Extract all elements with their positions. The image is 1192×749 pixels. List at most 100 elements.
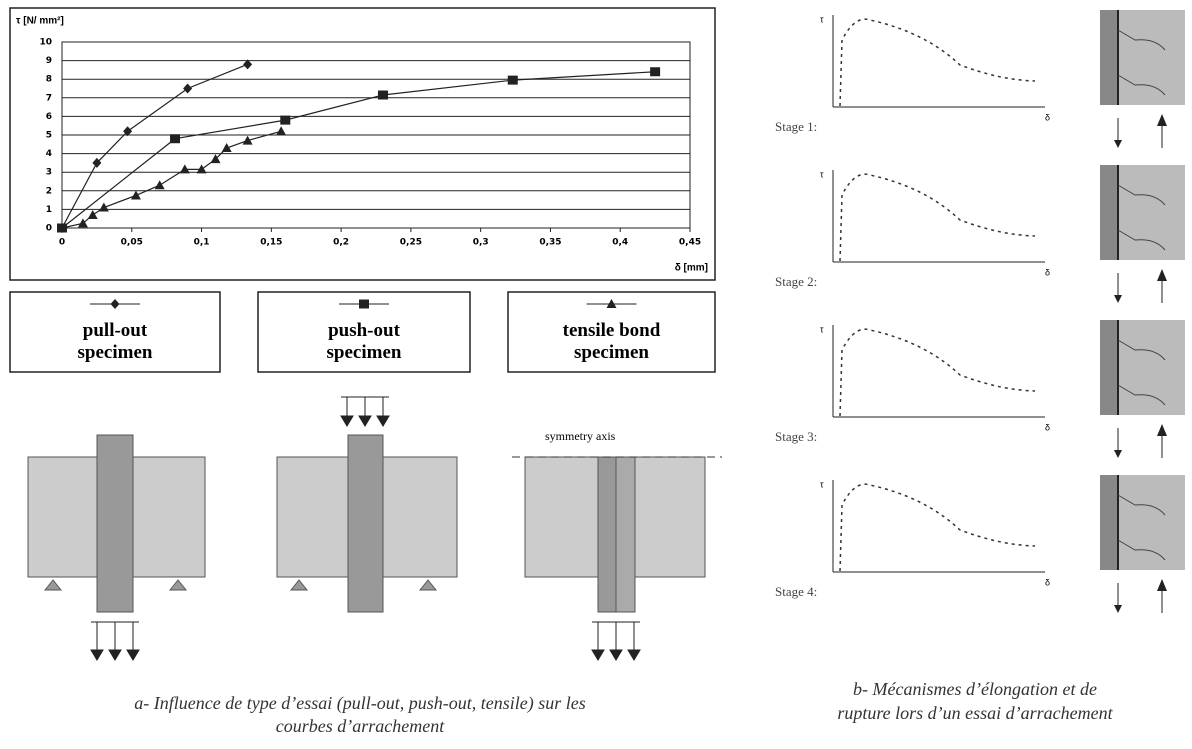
arrow-head xyxy=(591,649,605,661)
symmetry-label: symmetry axis xyxy=(545,429,616,443)
setup-diagrams xyxy=(27,434,722,613)
x-axis-label: δ [mm] xyxy=(675,263,708,274)
caption-b: rupture lors d’un essai d’arrachement xyxy=(837,703,1113,723)
marker xyxy=(210,154,221,164)
y-tick-label: 4 xyxy=(46,149,52,159)
marker xyxy=(110,299,120,309)
marker xyxy=(123,126,133,137)
stage-icon xyxy=(1100,320,1118,415)
y-tick-label: 5 xyxy=(46,131,52,141)
x-tick-label: 0,15 xyxy=(260,238,282,248)
marker xyxy=(179,164,190,174)
stage-icon xyxy=(1100,165,1118,260)
arrow-head xyxy=(1157,579,1167,591)
arrow-head xyxy=(108,649,122,661)
y-tick-label: 6 xyxy=(46,112,52,122)
stage-label: Stage 1: xyxy=(775,119,817,134)
marker xyxy=(183,83,193,94)
stage-icon xyxy=(1117,339,1166,406)
legend-label: pull-out specimen xyxy=(78,320,153,363)
marker xyxy=(507,75,518,85)
marker xyxy=(98,202,109,212)
series-line xyxy=(61,71,656,229)
marker xyxy=(130,190,141,200)
caption-a: a- Influence de type d’essai (pull-out, … xyxy=(134,693,585,714)
series-line xyxy=(61,130,282,229)
marker xyxy=(606,299,617,308)
arrow-head xyxy=(1157,424,1167,436)
y-tick-label: 7 xyxy=(46,93,52,103)
x-tick-label: 0,1 xyxy=(194,238,210,248)
stage-label: Stage 2: xyxy=(775,274,817,289)
arrow-head xyxy=(376,415,390,427)
x-tick-label: 0,3 xyxy=(473,238,489,248)
x-tick-label: 0,45 xyxy=(679,238,701,248)
arrow-head xyxy=(1114,295,1122,303)
arrow-head xyxy=(358,415,372,427)
stage-curve xyxy=(839,18,1036,107)
marker xyxy=(87,209,98,219)
stage-y-axis: τ xyxy=(820,479,824,489)
marker xyxy=(243,59,253,70)
arrow-head xyxy=(1114,450,1122,458)
caption-b: b- Mécanismes d’élongation et de xyxy=(853,679,1097,699)
arrow-head xyxy=(1157,269,1167,281)
arrow-head xyxy=(609,649,623,661)
x-tick-label: 0 xyxy=(59,238,65,248)
y-tick-label: 9 xyxy=(46,56,52,66)
y-tick-label: 0 xyxy=(46,224,52,234)
stage-label: Stage 3: xyxy=(775,429,817,444)
stage-curve xyxy=(839,328,1036,417)
marker xyxy=(242,135,253,145)
x-tick-label: 0,2 xyxy=(333,238,349,248)
arrow-head xyxy=(1114,140,1122,148)
y-tick-label: 1 xyxy=(46,205,52,215)
marker xyxy=(92,157,102,168)
stage-curve xyxy=(839,483,1036,572)
arrow-head xyxy=(1157,114,1167,126)
plot-area xyxy=(61,41,691,229)
arrow-head xyxy=(340,415,354,427)
stage-y-axis: τ xyxy=(820,169,824,179)
stage-x-axis: δ xyxy=(1045,267,1050,277)
arrow-head xyxy=(90,649,104,661)
marker xyxy=(377,90,388,100)
y-axis-label: τ [N/ mm²] xyxy=(16,16,64,27)
y-tick-label: 2 xyxy=(46,186,52,196)
x-tick-label: 0,35 xyxy=(539,238,561,248)
load-arrows xyxy=(90,396,641,661)
stage-y-axis: τ xyxy=(820,14,824,24)
chart-frame xyxy=(9,7,716,281)
x-tick-label: 0,4 xyxy=(612,238,628,248)
y-tick-label: 3 xyxy=(46,168,52,178)
x-tick-label: 0,25 xyxy=(400,238,422,248)
marker xyxy=(57,223,67,232)
marker xyxy=(280,115,291,125)
stage-icon xyxy=(1100,475,1118,570)
stage-x-axis: δ xyxy=(1045,577,1050,587)
stage-icon xyxy=(1117,184,1166,251)
arrow-head xyxy=(126,649,140,661)
series-line xyxy=(61,63,248,229)
caption-a: courbes d’arrachement xyxy=(276,716,445,736)
stage-label: Stage 4: xyxy=(775,584,817,599)
stage-y-axis: τ xyxy=(820,324,824,334)
x-tick-label: 0,05 xyxy=(121,238,143,248)
stage-icon xyxy=(1117,494,1166,561)
stage-icon xyxy=(1100,10,1118,105)
legend-label: push-out specimen xyxy=(327,320,402,363)
marker xyxy=(154,180,165,190)
marker xyxy=(170,134,181,144)
stage-curve xyxy=(839,173,1036,262)
arrow-head xyxy=(627,649,641,661)
stage-x-axis: δ xyxy=(1045,422,1050,432)
marker xyxy=(221,143,232,153)
stage-x-axis: δ xyxy=(1045,112,1050,122)
marker xyxy=(650,67,661,77)
marker xyxy=(77,218,88,228)
legend-label: tensile bond specimen xyxy=(563,320,661,363)
y-tick-label: 8 xyxy=(46,75,52,85)
y-tick-label: 10 xyxy=(39,38,52,48)
arrow-head xyxy=(1114,605,1122,613)
